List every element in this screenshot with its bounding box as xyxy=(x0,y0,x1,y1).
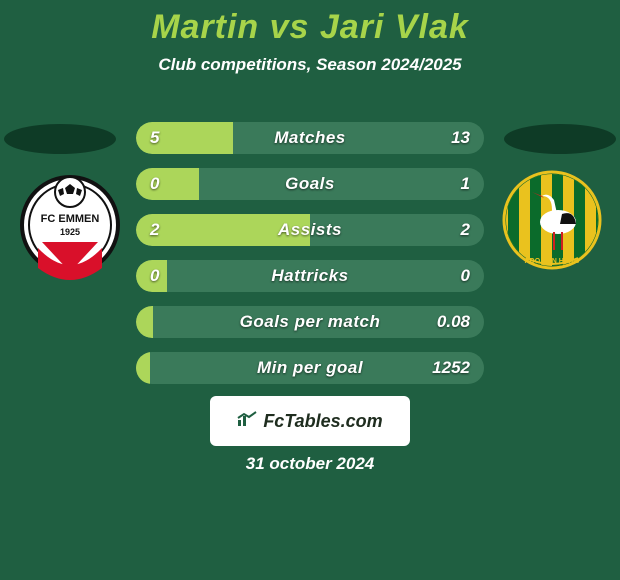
svg-text:1925: 1925 xyxy=(60,227,80,237)
stat-row: Goals per match0.08 xyxy=(136,306,484,338)
stat-row: 0Hattricks0 xyxy=(136,260,484,292)
stat-label: Goals xyxy=(136,168,484,200)
team-crest-left: FC EMMEN 1925 xyxy=(20,170,120,280)
stats-bars: 5Matches130Goals12Assists20Hattricks0Goa… xyxy=(136,122,484,398)
footer-logo: FcTables.com xyxy=(210,396,410,446)
stat-row: 2Assists2 xyxy=(136,214,484,246)
svg-text:ADO DEN HAAG: ADO DEN HAAG xyxy=(525,258,580,265)
stat-label: Goals per match xyxy=(136,306,484,338)
stat-value-right: 13 xyxy=(451,122,470,154)
stat-value-right: 1252 xyxy=(432,352,470,384)
comparison-card: Martin vs Jari Vlak Club competitions, S… xyxy=(0,0,620,580)
chart-icon xyxy=(237,411,257,432)
svg-text:FC EMMEN: FC EMMEN xyxy=(41,213,100,225)
stat-value-right: 0 xyxy=(461,260,470,292)
stat-row: Min per goal1252 xyxy=(136,352,484,384)
footer-logo-text: FcTables.com xyxy=(263,411,382,432)
stat-value-right: 2 xyxy=(461,214,470,246)
stat-label: Hattricks xyxy=(136,260,484,292)
stat-value-right: 0.08 xyxy=(437,306,470,338)
crest-left-svg: FC EMMEN 1925 xyxy=(20,170,120,280)
footer-date: 31 october 2024 xyxy=(0,454,620,474)
stat-row: 0Goals1 xyxy=(136,168,484,200)
page-subtitle: Club competitions, Season 2024/2025 xyxy=(0,55,620,75)
crest-shadow-right xyxy=(504,124,616,154)
team-crest-right: ADO DEN HAAG xyxy=(502,168,602,278)
stat-value-right: 1 xyxy=(461,168,470,200)
stat-row: 5Matches13 xyxy=(136,122,484,154)
crest-right-svg: ADO DEN HAAG xyxy=(502,168,602,278)
stat-label: Matches xyxy=(136,122,484,154)
page-title: Martin vs Jari Vlak xyxy=(0,0,620,47)
crest-shadow-left xyxy=(4,124,116,154)
stat-label: Assists xyxy=(136,214,484,246)
